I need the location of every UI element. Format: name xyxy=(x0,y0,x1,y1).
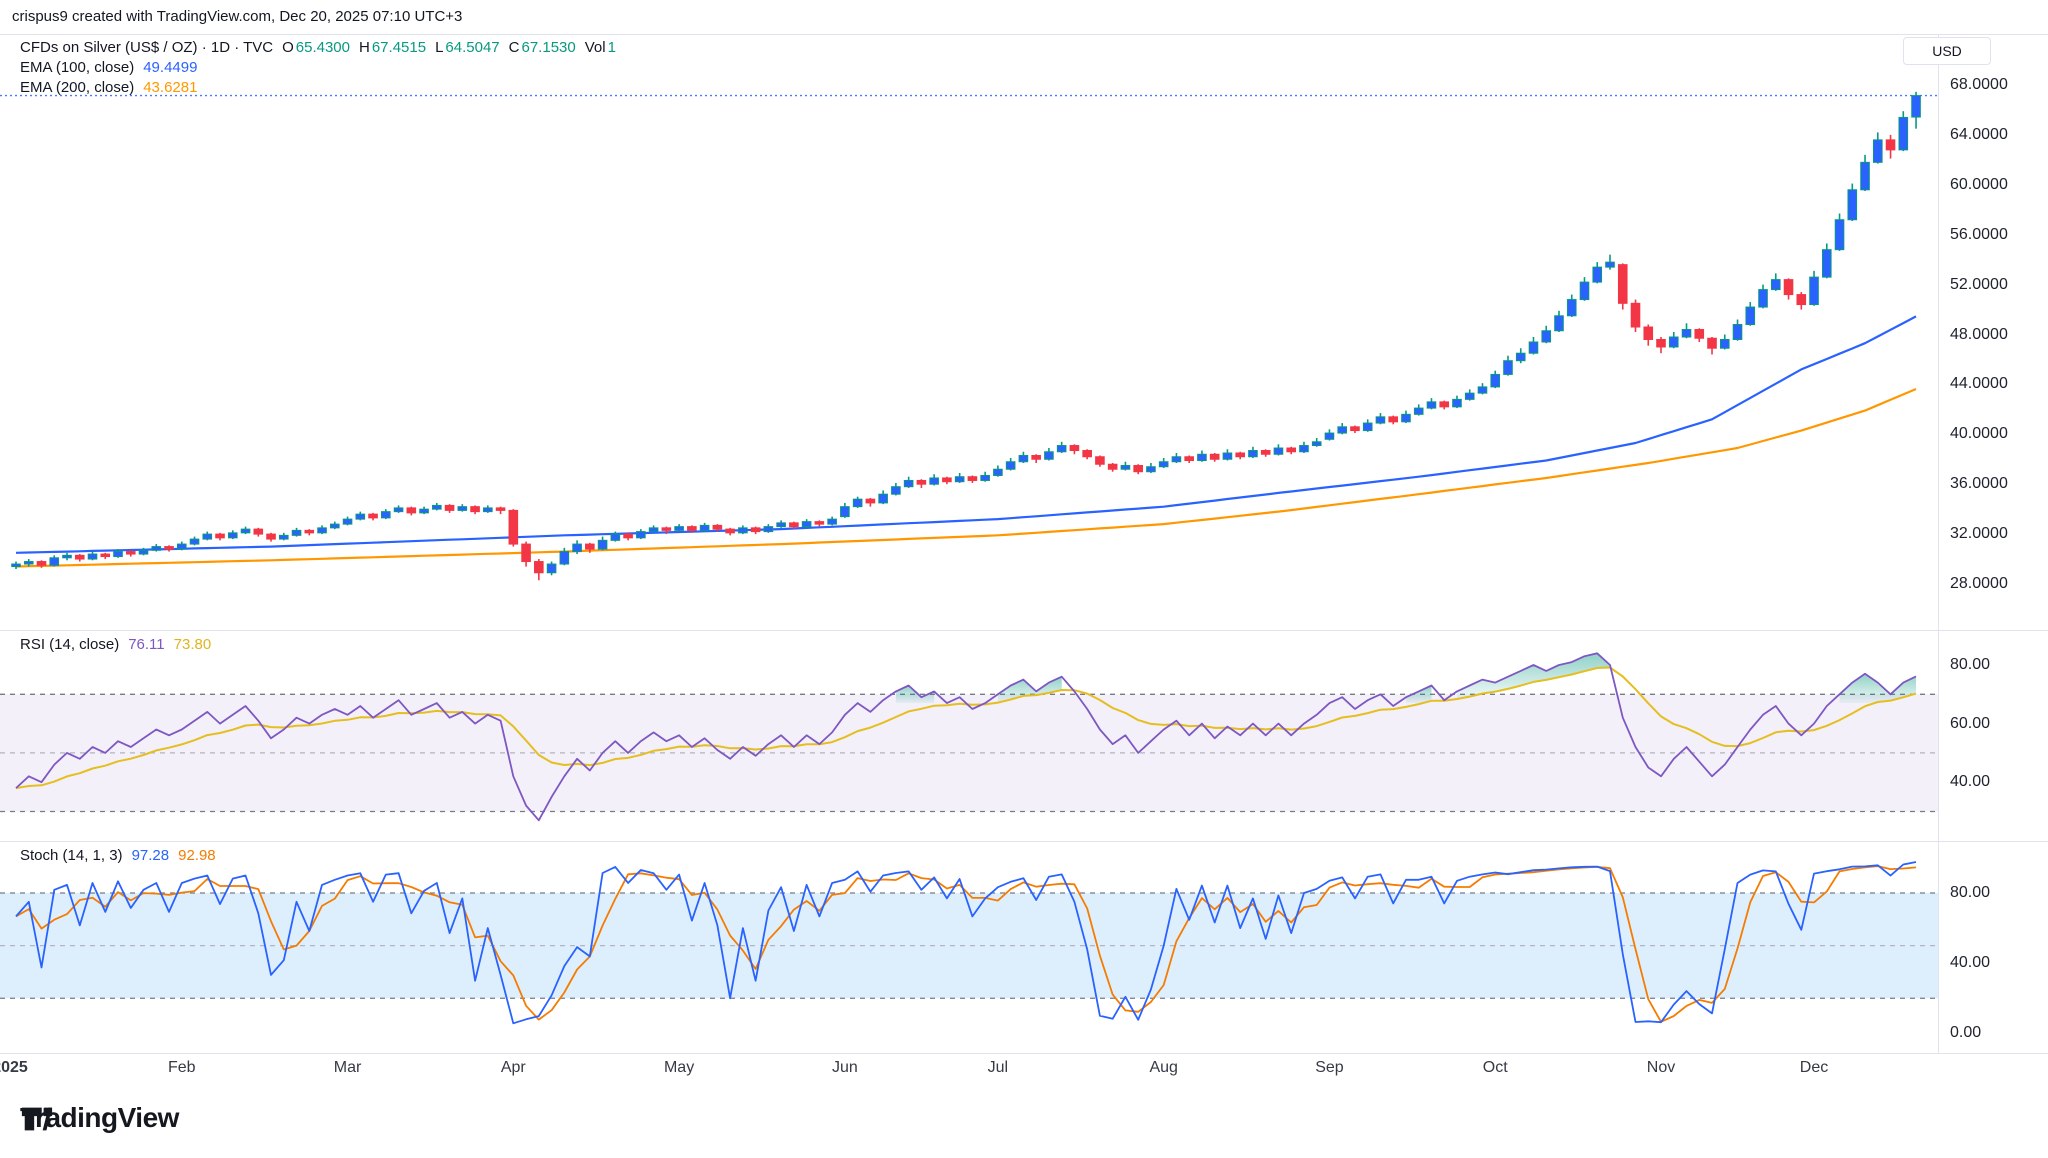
stoch-title: Stoch (14, 1, 3) xyxy=(20,847,123,864)
rsi-line xyxy=(15,652,1917,822)
ohlc-open: O 65.4300 xyxy=(282,39,350,56)
month-axis-label: Jun xyxy=(831,1059,858,1076)
currency-badge[interactable]: USD xyxy=(1903,37,1991,65)
ema200-label: EMA (200, close) xyxy=(20,79,135,96)
tradingview-glyph-icon xyxy=(21,1107,53,1131)
stoch-tick-label: 0.00 xyxy=(1950,1024,1982,1042)
price-tick-label: 32.0000 xyxy=(1950,525,2008,543)
price-tick-label: 48.0000 xyxy=(1950,325,2008,343)
price-axis-divider xyxy=(1938,34,1939,1053)
ema100-legend-row[interactable]: EMA (100, close) 49.4499 xyxy=(20,59,197,76)
ema200-legend-row[interactable]: EMA (200, close) 43.6281 xyxy=(20,79,197,96)
price-tick-label: 44.0000 xyxy=(1950,375,2008,393)
rsi-overbought-fill xyxy=(1406,685,1432,704)
rsi-tick-label: 60.00 xyxy=(1950,714,1991,732)
price-tick-label: 68.0000 xyxy=(1950,76,2008,93)
ohlc-close: C 67.1530 xyxy=(508,39,576,56)
rsi-overbought-fill xyxy=(997,676,1062,703)
price-tick-label: 56.0000 xyxy=(1950,225,2008,243)
rsi-pane[interactable] xyxy=(0,652,1938,822)
rsi-tick-label: 80.00 xyxy=(1950,656,1991,673)
month-axis-label: Oct xyxy=(1482,1059,1508,1076)
month-axis-label: Jul xyxy=(987,1059,1009,1076)
volume-readout: Vol 1 xyxy=(584,39,616,56)
pane-divider-rsi[interactable] xyxy=(0,630,2048,631)
ema100-line xyxy=(15,315,1917,554)
rsi-tick-label: 40.00 xyxy=(1950,773,1991,791)
ema200-value: 43.6281 xyxy=(143,79,198,96)
symbol-title: CFDs on Silver (US$ / OZ) · 1D · TVC xyxy=(20,39,274,56)
price-pane[interactable] xyxy=(0,91,1938,581)
rsi-overbought-fill xyxy=(1457,653,1610,699)
candles-group xyxy=(11,91,1921,581)
rsi-overbought-fill xyxy=(1839,673,1916,704)
header-divider xyxy=(0,34,2048,35)
price-tick-label: 64.0000 xyxy=(1950,125,2008,143)
rsi-legend-row[interactable]: RSI (14, close) 76.11 73.80 xyxy=(20,636,211,653)
stoch-k-line xyxy=(15,861,1917,1025)
month-axis-label: Nov xyxy=(1646,1059,1676,1076)
month-axis-label: Dec xyxy=(1799,1059,1829,1076)
month-axis-label: Feb xyxy=(167,1059,196,1076)
stoch-tick-label: 40.00 xyxy=(1950,954,1991,972)
stoch-tick-label: 80.00 xyxy=(1950,884,1991,901)
chart-attribution: crispus9 created with TradingView.com, D… xyxy=(12,8,463,25)
price-tick-label: 60.0000 xyxy=(1950,175,2008,193)
ema100-value: 49.4499 xyxy=(143,59,198,76)
price-tick-label: 36.0000 xyxy=(1950,475,2008,493)
ema100-label: EMA (100, close) xyxy=(20,59,135,76)
stoch-legend-row[interactable]: Stoch (14, 1, 3) 97.28 92.98 xyxy=(20,847,216,864)
stoch-d-value: 92.98 xyxy=(178,847,216,864)
price-tick-label: 52.0000 xyxy=(1950,275,2008,293)
rsi-ma-value: 73.80 xyxy=(173,636,212,653)
price-tick-label: 40.0000 xyxy=(1950,425,2008,443)
month-axis-label: Aug xyxy=(1149,1059,1178,1076)
ohlc-high: H 67.4515 xyxy=(359,39,427,56)
month-axis-label: Apr xyxy=(500,1059,526,1076)
price-tick-label: 28.0000 xyxy=(1950,575,2008,592)
ema200-line xyxy=(15,387,1917,568)
rsi-value: 76.11 xyxy=(128,636,165,653)
ohlc-low: L 64.5047 xyxy=(435,39,500,56)
tradingview-logo[interactable]: TradingView xyxy=(20,1102,179,1134)
stoch-pane[interactable] xyxy=(0,861,1938,1025)
rsi-overbought-fill xyxy=(895,685,935,704)
month-axis-label: May xyxy=(663,1059,695,1076)
month-axis-label: Mar xyxy=(333,1059,362,1076)
year-axis-label: 2025 xyxy=(0,1059,28,1076)
symbol-legend-row[interactable]: CFDs on Silver (US$ / OZ) · 1D · TVC O 65… xyxy=(20,39,616,56)
month-axis-label: Sep xyxy=(1315,1059,1344,1076)
time-axis-divider xyxy=(0,1053,2048,1054)
pane-divider-stoch[interactable] xyxy=(0,841,2048,842)
stoch-k-value: 97.28 xyxy=(131,847,170,864)
rsi-title: RSI (14, close) xyxy=(20,636,120,653)
